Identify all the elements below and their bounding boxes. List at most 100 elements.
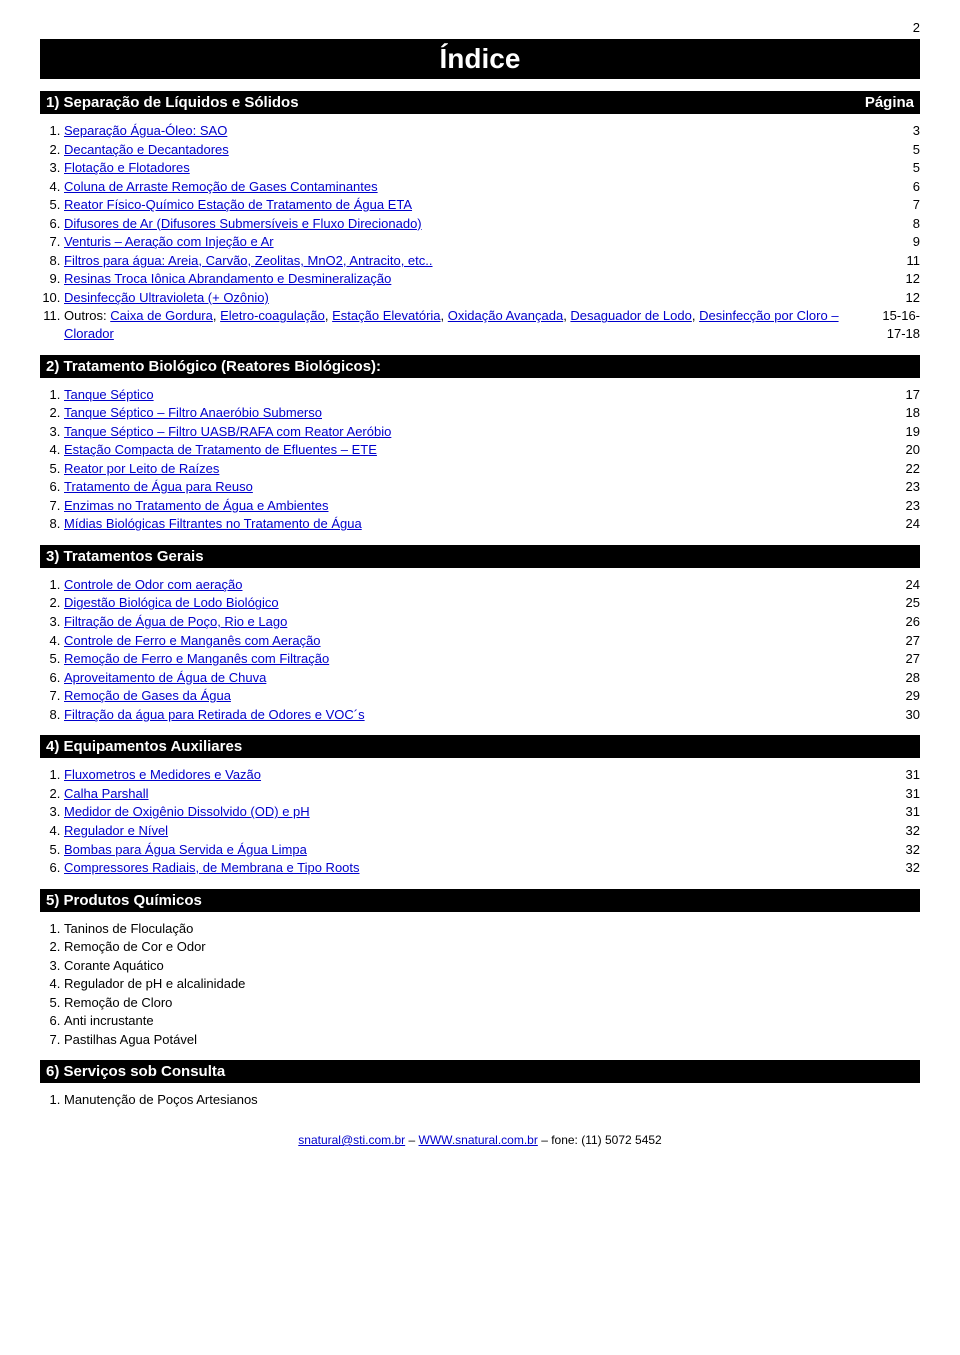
toc-row: Venturis – Aeração com Injeção e Ar 9 <box>64 233 920 251</box>
toc-root: 1) Separação de Líquidos e SólidosPágina… <box>40 91 920 1109</box>
toc-link[interactable]: Resinas Troca Iônica Abrandamento e Desm… <box>64 271 391 286</box>
toc-page: 32 <box>870 841 920 859</box>
toc-label: Fluxometros e Medidores e Vazão <box>64 766 261 784</box>
toc-row: Desinfecção Ultravioleta (+ Ozônio)12 <box>64 289 920 307</box>
list-item: Remoção de Ferro e Manganês com Filtraçã… <box>64 650 920 668</box>
toc-page: 15-16-17-18 <box>870 307 920 342</box>
section-heading-label: 5) Produtos Químicos <box>46 892 202 909</box>
toc-label: Reator por Leito de Raízes <box>64 460 219 478</box>
toc-row: Tanque Séptico – Filtro Anaeróbio Submer… <box>64 404 920 422</box>
toc-row: Mídias Biológicas Filtrantes no Tratamen… <box>64 515 920 533</box>
toc-label: Remoção de Ferro e Manganês com Filtraçã… <box>64 650 329 668</box>
toc-link[interactable]: Flotação e Flotadores <box>64 160 190 175</box>
toc-row: Remoção de Cor e Odor <box>64 938 920 956</box>
list-item: Mídias Biológicas Filtrantes no Tratamen… <box>64 515 920 533</box>
toc-label: Controle de Ferro e Manganês com Aeração <box>64 632 321 650</box>
toc-label: Controle de Odor com aeração <box>64 576 242 594</box>
toc-text: , <box>692 308 699 323</box>
toc-link[interactable]: Filtração da água para Retirada de Odore… <box>64 707 365 722</box>
toc-row: Manutenção de Poços Artesianos <box>64 1091 920 1109</box>
list-item: Anti incrustante <box>64 1012 920 1030</box>
list-item: Separação Água-Óleo: SAO3 <box>64 122 920 140</box>
toc-page: 17 <box>870 386 920 404</box>
toc-link[interactable]: Desaguador de Lodo <box>570 308 691 323</box>
toc-page: 19 <box>870 423 920 441</box>
list-item: Remoção de Gases da Água29 <box>64 687 920 705</box>
toc-page: 26 <box>870 613 920 631</box>
toc-label: Tanque Séptico – Filtro UASB/RAFA com Re… <box>64 423 391 441</box>
toc-row: Filtros para água: Areia, Carvão, Zeolit… <box>64 252 920 270</box>
toc-link[interactable]: Enzimas no Tratamento de Água e Ambiente… <box>64 498 329 513</box>
toc-label: Filtração de Água de Poço, Rio e Lago <box>64 613 287 631</box>
toc-text: Anti incrustante <box>64 1013 154 1028</box>
toc-page: 24 <box>870 515 920 533</box>
toc-link[interactable]: Tanque Séptico – Filtro UASB/RAFA com Re… <box>64 424 391 439</box>
toc-link[interactable]: Calha Parshall <box>64 786 149 801</box>
toc-label: Bombas para Água Servida e Água Limpa <box>64 841 307 859</box>
toc-link[interactable]: Difusores de Ar (Difusores Submersíveis … <box>64 216 422 231</box>
toc-link[interactable]: Reator Físico-Químico Estação de Tratame… <box>64 197 412 212</box>
toc-label: Digestão Biológica de Lodo Biológico <box>64 594 279 612</box>
toc-page: 28 <box>870 669 920 687</box>
section-heading-label: 4) Equipamentos Auxiliares <box>46 738 242 755</box>
list-item: Filtração de Água de Poço, Rio e Lago 26 <box>64 613 920 631</box>
toc-link[interactable]: Oxidação Avançada <box>448 308 563 323</box>
footer-url-link[interactable]: WWW.snatural.com.br <box>419 1133 538 1147</box>
toc-row: Reator Físico-Químico Estação de Tratame… <box>64 196 920 214</box>
toc-link[interactable]: Tanque Séptico – Filtro Anaeróbio Submer… <box>64 405 322 420</box>
toc-row: Enzimas no Tratamento de Água e Ambiente… <box>64 497 920 515</box>
toc-link[interactable]: Remoção de Ferro e Manganês com Filtraçã… <box>64 651 329 666</box>
toc-row: Controle de Odor com aeração24 <box>64 576 920 594</box>
toc-link[interactable]: Coluna de Arraste Remoção de Gases Conta… <box>64 179 378 194</box>
toc-page: 18 <box>870 404 920 422</box>
toc-link[interactable]: Estação Compacta de Tratamento de Efluen… <box>64 442 377 457</box>
toc-text: Manutenção de Poços Artesianos <box>64 1092 258 1107</box>
toc-row: Decantação e Decantadores5 <box>64 141 920 159</box>
toc-text: Outros: <box>64 308 110 323</box>
footer-phone: – fone: (11) 5072 5452 <box>538 1133 662 1147</box>
list-item: Calha Parshall31 <box>64 785 920 803</box>
toc-label: Regulador de pH e alcalinidade <box>64 975 245 993</box>
toc-link[interactable]: Decantação e Decantadores <box>64 142 229 157</box>
footer-email-link[interactable]: snatural@sti.com.br <box>298 1133 405 1147</box>
toc-link[interactable]: Digestão Biológica de Lodo Biológico <box>64 595 279 610</box>
toc-link[interactable]: Controle de Ferro e Manganês com Aeração <box>64 633 321 648</box>
page-title: Índice <box>40 39 920 79</box>
toc-link[interactable]: Mídias Biológicas Filtrantes no Tratamen… <box>64 516 362 531</box>
list-item: Tratamento de Água para Reuso23 <box>64 478 920 496</box>
toc-link[interactable]: Separação Água-Óleo: SAO <box>64 123 227 138</box>
toc-link[interactable]: Controle de Odor com aeração <box>64 577 242 592</box>
toc-list: Tanque Séptico 17 Tanque Séptico – Filtro … <box>64 386 920 533</box>
toc-link[interactable]: Caixa de Gordura <box>110 308 213 323</box>
toc-page: 9 <box>870 233 920 251</box>
toc-link[interactable]: Bombas para Água Servida e Água Limpa <box>64 842 307 857</box>
toc-link[interactable]: Tanque Séptico <box>64 387 154 402</box>
toc-row: Filtração de Água de Poço, Rio e Lago 26 <box>64 613 920 631</box>
toc-link[interactable]: Reator por Leito de Raízes <box>64 461 219 476</box>
toc-link[interactable]: Filtros para água: Areia, Carvão, Zeolit… <box>64 253 433 268</box>
toc-link[interactable]: Medidor de Oxigênio Dissolvido (OD) e pH <box>64 804 310 819</box>
toc-label: Resinas Troca Iônica Abrandamento e Desm… <box>64 270 391 288</box>
toc-page: 27 <box>870 632 920 650</box>
toc-link[interactable]: Compressores Radiais, de Membrana e Tipo… <box>64 860 360 875</box>
toc-link[interactable]: Desinfecção Ultravioleta (+ Ozônio) <box>64 290 269 305</box>
toc-link[interactable]: Venturis – Aeração com Injeção e Ar <box>64 234 274 249</box>
toc-link[interactable]: Regulador e Nível <box>64 823 168 838</box>
toc-row: Estação Compacta de Tratamento de Efluen… <box>64 441 920 459</box>
toc-page: 23 <box>870 497 920 515</box>
toc-link[interactable]: Remoção de Gases da Água <box>64 688 231 703</box>
toc-page: 32 <box>870 859 920 877</box>
toc-row: Aproveitamento de Água de Chuva 28 <box>64 669 920 687</box>
list-item: Remoção de Cor e Odor <box>64 938 920 956</box>
toc-link[interactable]: Fluxometros e Medidores e Vazão <box>64 767 261 782</box>
toc-link[interactable]: Filtração de Água de Poço, Rio e Lago <box>64 614 287 629</box>
toc-row: Digestão Biológica de Lodo Biológico25 <box>64 594 920 612</box>
toc-link[interactable]: Tratamento de Água para Reuso <box>64 479 253 494</box>
toc-link[interactable]: Eletro-coagulação <box>220 308 325 323</box>
toc-link[interactable]: Aproveitamento de Água de Chuva <box>64 670 266 685</box>
toc-label: Taninos de Floculação <box>64 920 193 938</box>
toc-list: Taninos de FloculaçãoRemoção de Cor e Od… <box>64 920 920 1049</box>
toc-page: 31 <box>870 803 920 821</box>
toc-link[interactable]: Estação Elevatória <box>332 308 440 323</box>
toc-row: Calha Parshall31 <box>64 785 920 803</box>
